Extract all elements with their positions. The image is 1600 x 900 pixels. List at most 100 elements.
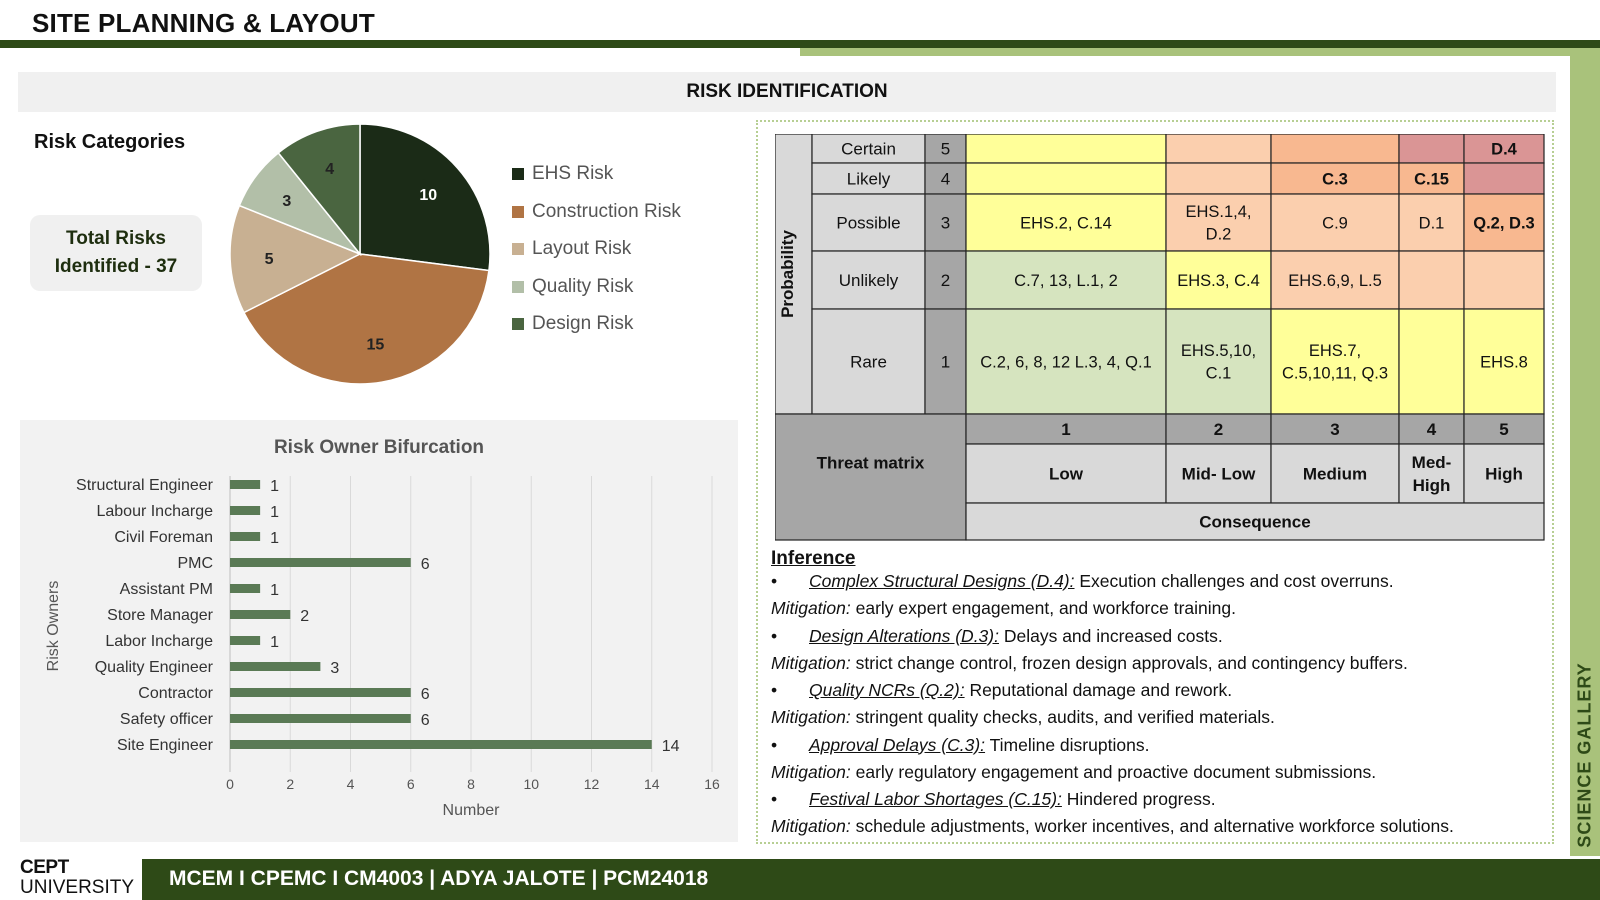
- matrix-cell: [1270, 162, 1400, 195]
- bar: [230, 584, 261, 593]
- x-tick-label: 10: [523, 776, 539, 792]
- probability-num: 3: [941, 213, 950, 232]
- x-tick-label: 0: [226, 776, 234, 792]
- mitigation-label: Mitigation:: [771, 707, 851, 727]
- risk-categories-title: Risk Categories: [34, 131, 186, 153]
- consequence-label-cell: [965, 443, 1167, 504]
- probability-label: Certain: [841, 139, 896, 158]
- logo-box: [0, 859, 142, 900]
- y-category-label: PMC: [177, 555, 213, 572]
- probability-axis-label: Probability: [778, 230, 797, 318]
- risk-owner-panel: [20, 420, 738, 842]
- bar: [230, 558, 411, 567]
- page-title: SITE PLANNING & LAYOUT: [32, 8, 375, 38]
- legend-swatch: [512, 168, 524, 180]
- x-tick-label: 12: [584, 776, 600, 792]
- matrix-cell-text: C.3: [1322, 170, 1348, 188]
- header-rule-light: [800, 48, 1600, 56]
- matrix-cell: [1165, 134, 1272, 164]
- consequence-num: 4: [1427, 420, 1437, 439]
- mitigation-text: early expert engagement, and workforce t…: [850, 598, 1236, 618]
- matrix-cell-text: C.7, 13, L.1, 2: [1014, 272, 1118, 290]
- probability-num: 5: [941, 139, 950, 158]
- consequence-label: High: [1485, 464, 1523, 483]
- legend-swatch: [512, 280, 524, 293]
- legend-swatch: [512, 243, 524, 255]
- probability-label: Unlikely: [839, 271, 899, 290]
- total-risks-badge: Total Risks Identified - 37: [30, 215, 202, 291]
- side-label: SCIENCE GALLERY: [1574, 662, 1595, 848]
- matrix-cell-text: EHS.8: [1480, 353, 1528, 371]
- bar: [230, 610, 291, 619]
- matrix-cell-text: Q.2, D.3: [1473, 214, 1534, 232]
- consequence-num: 2: [1214, 420, 1223, 439]
- pie-slice: [229, 204, 362, 314]
- risk-name: Complex Structural Designs (D.4):: [809, 571, 1075, 591]
- inference-risk-line: • Approval Delays (C.3): Timeline disrupt…: [771, 735, 1149, 756]
- consequence-axis-label: Consequence: [1199, 512, 1310, 531]
- legend-label: Design Risk: [532, 313, 634, 334]
- consequence-label: Medium: [1303, 464, 1367, 483]
- matrix-cell: [1463, 162, 1545, 195]
- probability-label: Possible: [836, 213, 900, 232]
- legend-swatch: [512, 318, 524, 330]
- y-category-label: Quality Engineer: [95, 659, 214, 676]
- bar: [230, 662, 321, 671]
- matrix-cell-text: C.1: [1206, 364, 1232, 382]
- probability-axis-cell: [775, 134, 813, 415]
- y-category-label: Site Engineer: [117, 737, 214, 754]
- probability-num: 1: [941, 352, 950, 371]
- pie-data-label: 4: [325, 161, 334, 178]
- matrix-cell: [965, 162, 1167, 195]
- consequence-label-cell: [1165, 443, 1272, 504]
- matrix-panel: [756, 120, 1554, 844]
- matrix-cell: [1398, 134, 1465, 164]
- probability-label-cell: [811, 193, 926, 252]
- risk-name: Quality NCRs (Q.2):: [809, 680, 965, 700]
- bar-data-label: 1: [270, 478, 279, 495]
- probability-num-cell: [924, 308, 967, 415]
- probability-num: 2: [941, 271, 950, 290]
- x-tick-label: 6: [407, 776, 415, 792]
- y-category-label: Civil Foreman: [114, 529, 213, 546]
- probability-label: Likely: [847, 169, 891, 188]
- matrix-cell-text: EHS.2, C.14: [1020, 214, 1112, 232]
- y-category-label: Store Manager: [107, 607, 214, 624]
- bar-data-label: 1: [270, 582, 279, 599]
- y-category-label: Safety officer: [120, 711, 214, 728]
- inference-mitigation-line: Mitigation: strict change control, froze…: [771, 653, 1408, 674]
- y-axis-title: Risk Owners: [45, 581, 62, 672]
- side-bar: [1570, 56, 1600, 856]
- footer-text: MCEM I CPEMC I CM4003 | ADYA JALOTE | PC…: [169, 867, 709, 890]
- bar: [230, 714, 411, 723]
- matrix-cell: [1165, 250, 1272, 310]
- bar: [230, 688, 411, 697]
- consequence-label: High: [1413, 476, 1451, 495]
- mitigation-text: stringent quality checks, audits, and ve…: [850, 707, 1275, 727]
- bar-data-label: 6: [421, 556, 430, 573]
- legend-item: Layout Risk: [512, 238, 631, 260]
- matrix-cell-text: C.2, 6, 8, 12 L.3, 4, Q.1: [980, 353, 1152, 371]
- consequence-label: Mid- Low: [1182, 464, 1256, 483]
- header-rule-dark: [0, 40, 1600, 48]
- risk-effect: Execution challenges and cost overruns.: [1074, 571, 1394, 591]
- matrix-cell-text: EHS.1,4,: [1185, 203, 1251, 221]
- matrix-cell: [965, 134, 1167, 164]
- corner-cell: [775, 413, 967, 541]
- matrix-cell: [1270, 193, 1400, 252]
- probability-num: 4: [941, 169, 950, 188]
- legend-item: Design Risk: [512, 313, 633, 335]
- pie-data-label: 3: [282, 193, 291, 210]
- matrix-cell-text: D.4: [1491, 140, 1518, 158]
- matrix-cell-text: EHS.5,10,: [1181, 342, 1256, 360]
- y-category-label: Assistant PM: [120, 581, 213, 598]
- y-category-label: Structural Engineer: [76, 477, 214, 494]
- bar-data-label: 2: [300, 608, 309, 625]
- inference-mitigation-line: Mitigation: early regulatory engagement …: [771, 762, 1376, 783]
- matrix-cell-text: D.1: [1419, 214, 1445, 232]
- matrix-cell: [1398, 162, 1465, 195]
- mitigation-label: Mitigation:: [771, 761, 851, 782]
- mitigation-label: Mitigation:: [771, 652, 851, 673]
